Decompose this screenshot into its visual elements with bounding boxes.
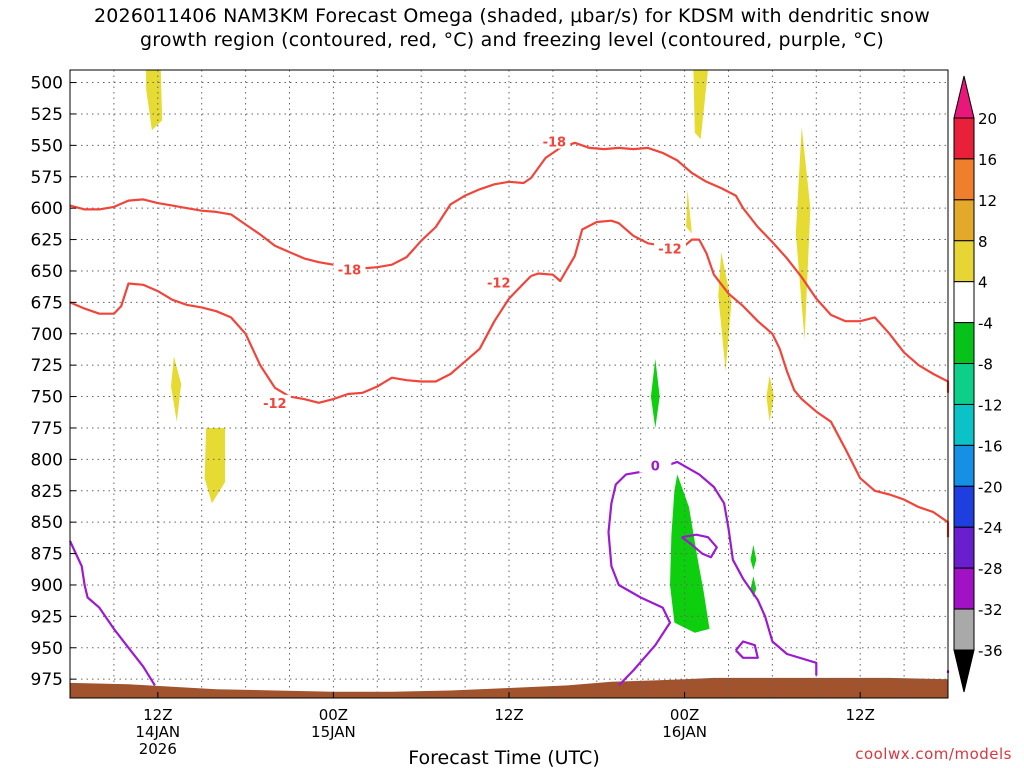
colorbar-label-8: -16 — [978, 437, 1003, 455]
x-tick-label-2: 12Z — [494, 706, 523, 724]
dgz-minus12-contour-lower — [69, 275, 532, 404]
colorbar-swatch-6 — [953, 363, 975, 405]
contour-label-minus12-b: -12 — [487, 276, 511, 291]
dgz-minus18-contour — [69, 141, 950, 393]
y-tick-label-675: 675 — [31, 293, 63, 313]
contour-label-minus12-a: -12 — [263, 397, 287, 412]
y-tick-label-550: 550 — [31, 136, 63, 156]
contour-label-freezing-bg — [639, 457, 672, 473]
colorbar-bottom-arrow — [953, 649, 975, 693]
contour-label-minus12-c-bg — [653, 240, 686, 256]
contour-label-minus12-b-bg — [482, 274, 515, 290]
colorbar-label-9: -20 — [978, 478, 1003, 496]
x-tick-label-0: 12Z — [143, 706, 172, 724]
colorbar-label-1: 16 — [978, 151, 997, 169]
omega-region-pos-1 — [171, 356, 182, 422]
colorbar-swatch-1 — [953, 158, 975, 201]
freezing-contour-left — [69, 540, 156, 686]
x-axis-label: Forecast Time (UTC) — [408, 747, 599, 768]
omega-region-neg-8 — [650, 358, 660, 428]
freezing-contour-inner — [681, 533, 718, 559]
y-tick-label-750: 750 — [31, 388, 63, 408]
grid-layer — [70, 70, 948, 698]
omega-region-pos-0 — [146, 70, 163, 131]
y-tick-label-725: 725 — [31, 356, 63, 376]
colorbar-label-2: 12 — [978, 192, 997, 210]
chart-title: 2026011406 NAM3KM Forecast Omega (shaded… — [0, 4, 1024, 52]
colorbar-swatch-3 — [953, 240, 975, 283]
y-tick-label-775: 775 — [31, 419, 63, 439]
colorbar-swatch-12 — [953, 608, 975, 651]
colorbar-label-13: -36 — [978, 642, 1003, 660]
omega-region-pos-2 — [204, 428, 226, 504]
y-tick-label-575: 575 — [31, 168, 63, 188]
colorbar-top-arrow — [953, 75, 975, 119]
dgz-minus12-contour-upper — [530, 219, 950, 538]
colorbar-label-11: -28 — [978, 560, 1003, 578]
colorbar-label-6: -8 — [978, 356, 993, 374]
y-tick-label-900: 900 — [31, 576, 63, 596]
axes-layer: 500 525 550 575 600 625 650 675 700 725 750 775 800 8… — [31, 69, 949, 768]
colorbar-label-3: 8 — [978, 233, 988, 251]
omega-region-neg-10 — [750, 544, 757, 570]
colorbar-swatch-5 — [953, 322, 975, 365]
y-tick-label-500: 500 — [31, 74, 63, 94]
colorbar-swatch-4 — [953, 281, 975, 324]
y-tick-label-975: 975 — [31, 670, 63, 690]
x-tick-label-3: 00Z — [670, 706, 699, 724]
x-tick-date-0: 14JAN — [135, 723, 180, 741]
colorbar-swatch-9 — [953, 485, 975, 528]
freezing-contour-main — [607, 460, 818, 687]
y-tick-label-925: 925 — [31, 607, 63, 627]
colorbar-swatch-8 — [953, 444, 975, 487]
y-tick-label-700: 700 — [31, 325, 63, 345]
colorbar: 20 16 12 8 4 -4 -8 -12 -16 -20 -24 -28 -32 -36 — [953, 75, 1003, 693]
freezing-contour-small — [734, 640, 759, 659]
colorbar-label-7: -12 — [978, 396, 1003, 414]
y-tick-label-825: 825 — [31, 482, 63, 502]
chart-title-line-2: growth region (contoured, red, °C) and f… — [140, 29, 884, 51]
colorbar-label-12: -32 — [978, 601, 1003, 619]
omega-region-pos-5 — [718, 252, 732, 372]
y-tick-label-850: 850 — [31, 513, 63, 533]
omega-region-pos-6 — [766, 375, 774, 422]
source-credit: coolwx.com/models — [855, 745, 1012, 763]
y-tick-label-875: 875 — [31, 545, 63, 565]
colorbar-label-0: 20 — [978, 110, 997, 128]
contour-layer: -18 -18 -12 -12 -12 0 — [69, 133, 950, 687]
colorbar-swatch-7 — [953, 403, 975, 446]
colorbar-swatch-0 — [953, 117, 975, 160]
colorbar-swatch-10 — [953, 526, 975, 569]
contour-label-minus18-b: -18 — [543, 136, 567, 151]
x-tick-label-1: 00Z — [319, 706, 348, 724]
y-tick-label-650: 650 — [31, 262, 63, 282]
contour-label-minus12-c: -12 — [658, 242, 682, 257]
omega-region-pos-4 — [686, 189, 692, 234]
colorbar-label-5: -4 — [978, 315, 993, 333]
omega-region-pos-7 — [795, 126, 811, 340]
chart-title-line-1: 2026011406 NAM3KM Forecast Omega (shaded… — [93, 5, 931, 27]
colorbar-swatch-11 — [953, 567, 975, 610]
omega-region-pos-3 — [693, 70, 708, 140]
y-tick-label-625: 625 — [31, 231, 63, 251]
colorbar-label-10: -24 — [978, 519, 1003, 537]
contour-label-minus18-a: -18 — [338, 264, 362, 279]
x-tick-label-4: 12Z — [846, 706, 875, 724]
y-tick-label-950: 950 — [31, 639, 63, 659]
contour-label-minus18-b-bg — [538, 133, 571, 149]
colorbar-label-4: 4 — [978, 274, 988, 292]
y-tick-label-600: 600 — [31, 199, 63, 219]
x-tick-date-3: 16JAN — [662, 723, 707, 741]
contour-label-minus12-a-bg — [258, 394, 291, 410]
y-tick-label-800: 800 — [31, 450, 63, 470]
omega-region-neg-9 — [670, 474, 710, 633]
y-tick-label-525: 525 — [31, 105, 63, 125]
x-tick-year-0: 2026 — [139, 740, 177, 758]
contour-label-freezing: 0 — [651, 460, 660, 475]
contour-label-minus18-a-bg — [333, 261, 366, 277]
colorbar-swatch-2 — [953, 199, 975, 242]
x-tick-date-1: 15JAN — [311, 723, 356, 741]
